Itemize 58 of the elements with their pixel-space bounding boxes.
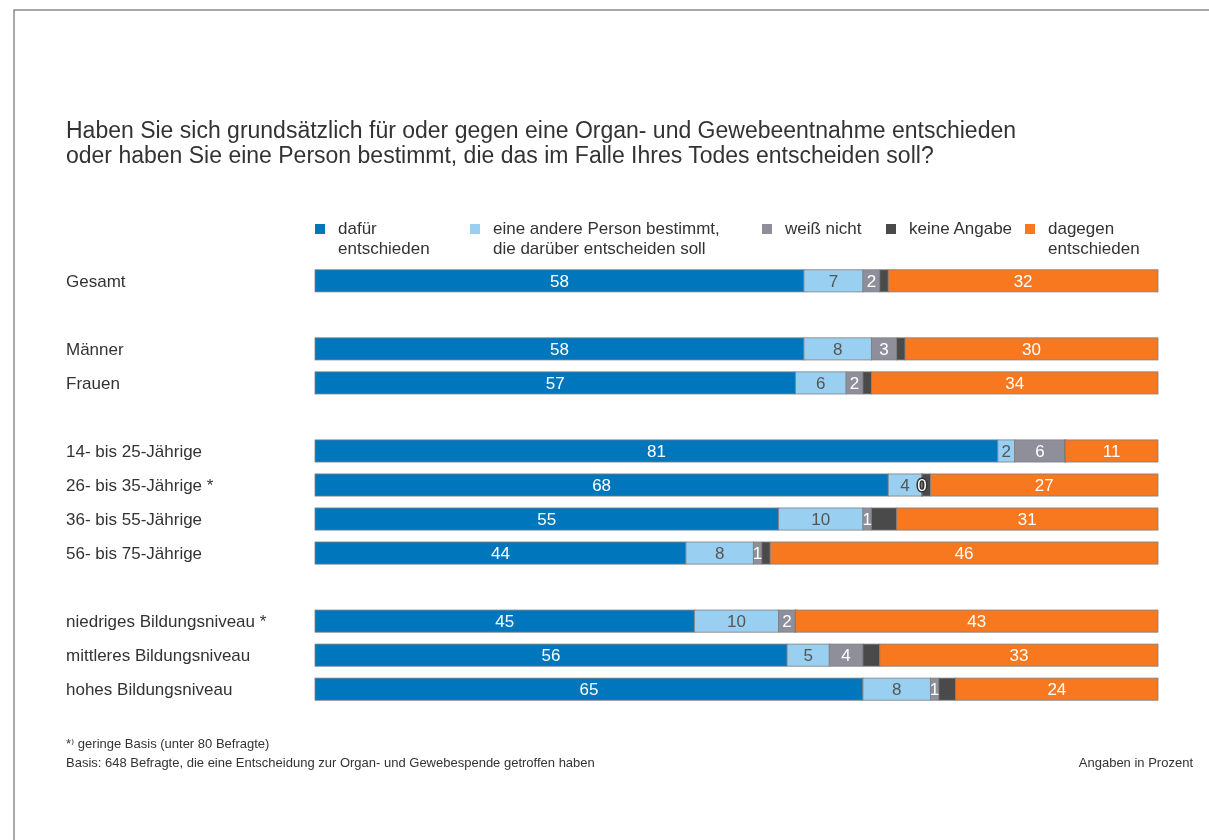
data-label: 34 bbox=[1005, 373, 1025, 393]
y-tick-label: 14- bis 25-Jährige bbox=[66, 441, 203, 461]
data-label: 27 bbox=[1034, 476, 1054, 495]
data-label: 7 bbox=[828, 271, 839, 291]
y-tick-label: hohes Bildungsniveau bbox=[66, 680, 233, 700]
legend-label: weiß nicht bbox=[784, 219, 862, 238]
legend-label: eine andere Person bestimmt, die darüber entscheiden soll bbox=[493, 219, 720, 258]
data-label: 2 bbox=[782, 612, 792, 632]
data-label: 81 bbox=[646, 441, 666, 461]
data-label: 8 bbox=[832, 339, 843, 359]
data-label: 8 bbox=[891, 680, 902, 700]
data-label: 1 bbox=[929, 680, 940, 700]
chart-title: Haben Sie sich grundsätzlich für oder gegen eine Organ- und Gewebeentnahme entschieden oder haben Sie eine Person bestimmt, die das im Falle Ihres Todes entscheiden soll? bbox=[66, 117, 1017, 168]
data-label: 33 bbox=[1009, 646, 1029, 666]
y-tick-label: Männer bbox=[66, 339, 124, 359]
data-label: 58 bbox=[550, 271, 569, 291]
legend-label: keine Angabe bbox=[909, 219, 1013, 238]
data-label: 57 bbox=[545, 373, 565, 393]
data-label: 31 bbox=[1017, 510, 1037, 530]
y-tick-label: 56- bis 75-Jährige bbox=[66, 544, 203, 564]
data-label: 30 bbox=[1022, 339, 1042, 359]
data-label: 24 bbox=[1047, 680, 1067, 700]
y-tick-label: 36- bis 55-Jährige bbox=[66, 510, 203, 530]
legend-label: dagegen entschieden bbox=[1048, 219, 1140, 258]
data-label: 56 bbox=[541, 646, 561, 666]
y-tick-label: Gesamt bbox=[66, 271, 126, 291]
data-label: 32 bbox=[1013, 271, 1033, 291]
data-label: 2 bbox=[1001, 441, 1011, 461]
data-label: 11 bbox=[1102, 441, 1121, 461]
legend-label: dafür entschieden bbox=[338, 219, 430, 258]
data-label: 10 bbox=[727, 612, 746, 632]
data-label: 68 bbox=[592, 476, 612, 495]
data-label: 1 bbox=[752, 544, 763, 564]
data-label: 6 bbox=[1035, 441, 1045, 461]
y-tick-label: 26- bis 35-Jährige * bbox=[66, 476, 214, 495]
data-label: 45 bbox=[495, 612, 515, 632]
data-label: 8 bbox=[714, 544, 725, 564]
data-label: 3 bbox=[879, 339, 889, 359]
data-label: 43 bbox=[967, 612, 987, 632]
data-label: 6 bbox=[816, 373, 826, 393]
data-label: 1 bbox=[862, 510, 872, 530]
data-label: 10 bbox=[811, 510, 831, 530]
text: *⁾ geringe Basis (unter 80 Befragte) bbox=[66, 736, 270, 751]
data-label: 46 bbox=[954, 544, 974, 564]
y-tick-label: mittleres Bildungsniveau bbox=[66, 646, 251, 666]
y-tick-label: niedriges Bildungsniveau * bbox=[66, 612, 267, 632]
data-label: 2 bbox=[866, 271, 877, 291]
data-label: 65 bbox=[579, 680, 599, 700]
text: Angaben in Prozent bbox=[1078, 755, 1194, 770]
y-tick-label: Frauen bbox=[66, 373, 120, 393]
text: Basis: 648 Befragte, die eine Entscheidung zur Organ- und Gewebespende getroffen haben bbox=[66, 755, 595, 770]
data-label: 55 bbox=[537, 510, 557, 530]
data-label: 2 bbox=[849, 373, 860, 393]
data-label: 44 bbox=[491, 544, 510, 564]
data-label: 4 bbox=[841, 646, 851, 666]
data-label: 4 bbox=[900, 476, 910, 495]
data-label: 5 bbox=[803, 646, 813, 666]
data-label: 58 bbox=[550, 339, 569, 359]
